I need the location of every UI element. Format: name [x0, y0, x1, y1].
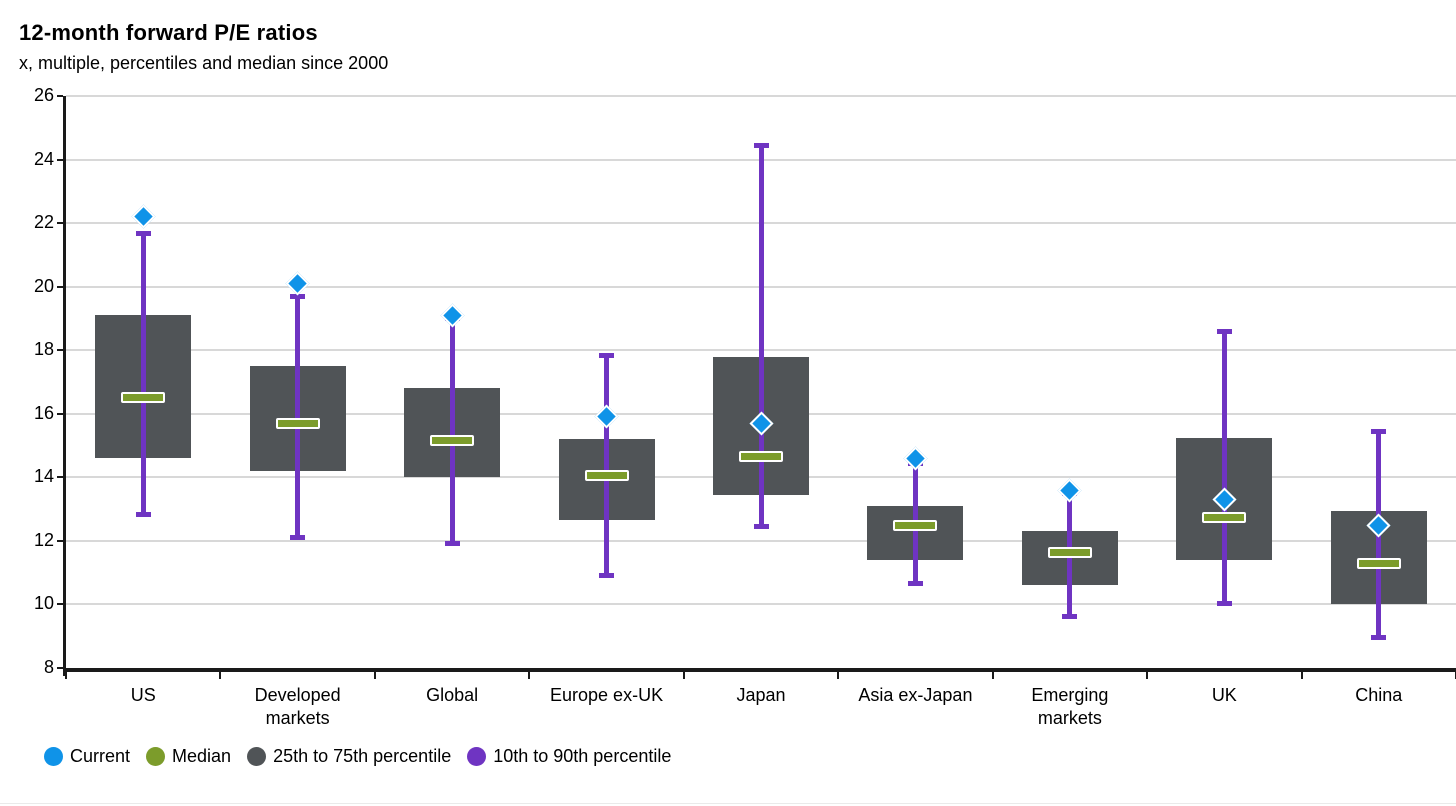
whisker-cap-bottom [290, 534, 306, 540]
whisker-cap-bottom [907, 580, 923, 586]
median-marker [584, 470, 629, 482]
page-title: 12-month forward P/E ratios [19, 20, 318, 45]
y-axis-tick [57, 667, 63, 669]
median-marker [893, 519, 938, 531]
page-subtitle: x, multiple, percentiles and median sinc… [19, 53, 389, 73]
legend-item-median: Median [146, 746, 231, 767]
category-label: US [130, 685, 156, 705]
x-axis-tick [991, 672, 994, 679]
y-axis-tick [57, 349, 63, 352]
whisker-cap-bottom [1062, 614, 1078, 620]
legend-label: Current [70, 746, 131, 766]
y-tick-label: 24 [33, 148, 54, 169]
y-tick-label: 8 [43, 657, 54, 677]
median-marker [275, 417, 320, 429]
y-axis-tick [57, 285, 63, 288]
chart-legend: Current Median 25th to 75th percentile 1… [44, 746, 671, 767]
current-swatch-icon [44, 747, 63, 766]
current-diamond-marker [285, 271, 310, 296]
whisker-cap-bottom [444, 541, 460, 547]
current-diamond-marker [594, 404, 619, 429]
current-diamond-marker [903, 446, 928, 471]
category-label: UK [1211, 685, 1237, 705]
y-tick-label: 22 [33, 212, 54, 233]
median-marker [739, 451, 783, 463]
category-label: Emerging markets [1031, 685, 1109, 728]
x-axis-line [63, 668, 1456, 672]
bottom-divider [0, 803, 1456, 804]
gridline [66, 95, 1456, 97]
category-label: Global [426, 685, 479, 705]
y-axis-tick [57, 476, 63, 479]
pe-ratio-box-chart: 8 10 12 14 16 18 20 22 24 26 US Developed markets Gl… [0, 85, 1456, 796]
whisker-cap-top [753, 143, 769, 149]
whisker-cap-top [290, 294, 306, 300]
y-tick-label: 20 [33, 275, 54, 296]
y-tick-label: 12 [33, 529, 54, 550]
y-tick-label: 26 [33, 85, 54, 105]
category-label: Europe ex-UK [550, 685, 664, 705]
median-marker [121, 392, 166, 404]
x-axis-tick [373, 672, 376, 679]
y-axis-tick [57, 539, 63, 542]
percentile-whisker-10-90 [1221, 331, 1227, 605]
x-axis-tick [65, 672, 67, 679]
whisker-cap-top [1216, 329, 1232, 335]
percentile-whisker-10-90 [140, 232, 146, 516]
category-label: Japan [736, 685, 786, 705]
x-axis-tick [528, 672, 531, 679]
y-tick-label: 14 [33, 466, 54, 487]
gridline [66, 539, 1456, 542]
whisker-cap-bottom [1216, 601, 1232, 607]
current-diamond-marker [1057, 478, 1082, 503]
y-axis-tick [57, 412, 63, 415]
y-axis-tick [57, 603, 63, 606]
y-axis-tick [57, 95, 63, 97]
legend-item-10-90-percentile: 10th to 90th percentile [467, 746, 671, 767]
legend-item-current: Current [44, 746, 130, 767]
y-axis-tick [57, 158, 63, 161]
legend-item-25-75-percentile: 25th to 75th percentile [247, 746, 451, 767]
percentile-box-swatch-icon [247, 747, 267, 766]
y-tick-label: 18 [33, 339, 54, 360]
whisker-cap-top [599, 352, 615, 358]
whisker-cap-bottom [599, 572, 615, 578]
percentile-whisker-swatch-icon [467, 747, 487, 766]
current-diamond-marker [131, 204, 156, 229]
category-label: Developed markets [254, 685, 341, 728]
legend-label: 10th to 90th percentile [493, 746, 672, 766]
median-marker [430, 435, 475, 447]
y-axis-line [63, 96, 66, 676]
y-tick-label: 16 [33, 402, 54, 423]
whisker-cap-top [1371, 429, 1387, 435]
percentile-whisker-10-90 [295, 296, 301, 538]
current-diamond-marker [440, 303, 465, 328]
x-axis-tick [682, 672, 685, 679]
x-axis-tick [1146, 672, 1149, 679]
x-axis-tick [219, 672, 222, 679]
category-label: Asia ex-Japan [858, 685, 973, 705]
gridline [66, 603, 1456, 606]
x-axis-tick [1300, 672, 1303, 679]
y-axis-tick [57, 222, 63, 225]
whisker-cap-bottom [753, 523, 769, 529]
legend-label: 25th to 75th percentile [273, 746, 452, 766]
legend-label: Median [172, 746, 232, 766]
x-axis-tick [837, 672, 840, 679]
plot-area [66, 95, 1456, 668]
whisker-cap-top [135, 230, 151, 236]
median-marker [1202, 511, 1247, 523]
whisker-cap-bottom [135, 512, 151, 518]
percentile-whisker-10-90 [604, 354, 610, 576]
percentile-whisker-10-90 [758, 145, 764, 527]
percentile-whisker-10-90 [449, 318, 455, 545]
category-label: China [1355, 685, 1403, 705]
median-marker [1047, 546, 1092, 558]
median-swatch-icon [146, 747, 166, 766]
y-tick-label: 10 [33, 593, 54, 614]
whisker-cap-bottom [1371, 634, 1387, 640]
median-marker [1356, 557, 1401, 569]
